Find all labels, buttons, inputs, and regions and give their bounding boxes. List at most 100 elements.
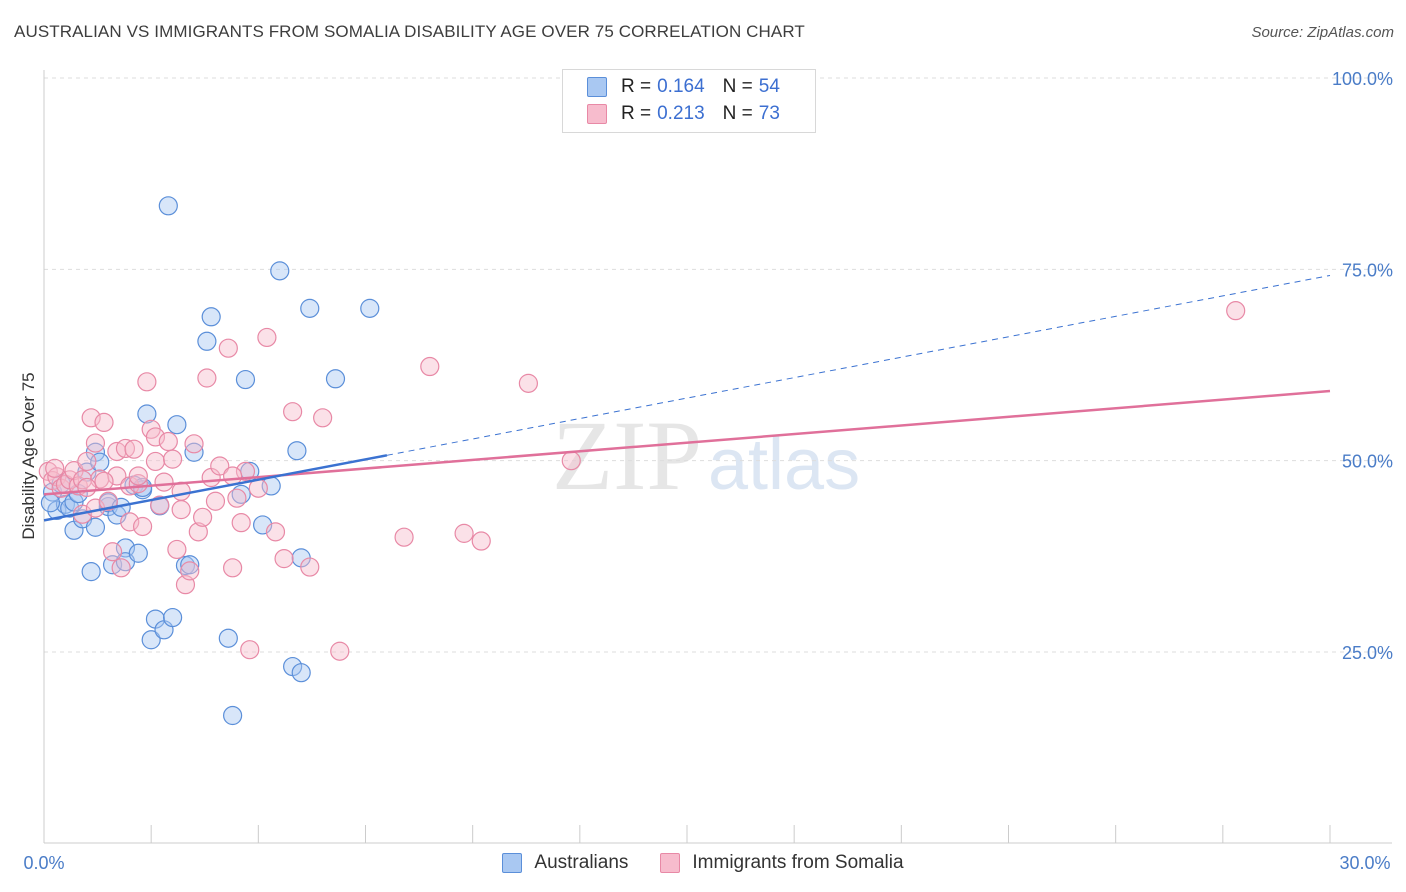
chart-title: AUSTRALIAN VS IMMIGRANTS FROM SOMALIA DI… [14,22,805,41]
y-tick-label: 50.0% [1342,452,1393,472]
legend-row-somalia: R = 0.213 N = 73 [587,101,780,127]
australians-point [141,630,161,650]
somalia-point [124,439,144,459]
x-tick-label: 0.0% [23,853,64,873]
source-credit: Source: ZipAtlas.com [1251,24,1394,41]
somalia-point [150,495,170,515]
legend-n-value: 73 [758,103,780,124]
somalia-point [227,488,247,508]
australians-point [115,538,136,558]
somalia-point [265,522,286,542]
somalia-point [240,640,260,660]
somalia-point [205,491,226,511]
legend-label-australians: Australians [534,852,629,873]
legend-swatch-blue [502,853,523,873]
legend-r-value: 0.213 [657,103,705,124]
somalia-trend-line [43,389,1331,496]
somalia-point [94,471,114,491]
somalia-point [1226,301,1246,321]
somalia-point [85,433,106,453]
somalia-point [197,368,217,388]
x-tick-label: 30.0% [1339,853,1390,873]
somalia-point [107,466,127,486]
legend-swatch-blue [587,77,607,97]
australians-point [197,331,217,351]
australians-point [325,369,346,389]
somalia-point [167,539,187,560]
somalia-point [145,451,166,472]
legend-row-australians: R = 0.164 N = 54 [587,74,780,100]
somalia-point [81,408,101,428]
australians-point [287,441,307,461]
legend-label-somalia: Immigrants from Somalia [692,852,904,873]
somalia-point [223,558,243,578]
australians-point [81,562,101,582]
somalia-point [218,338,238,358]
y-axis-title: Disability Age Over 75 [19,372,38,539]
somalia-point [120,512,140,532]
y-tick-label: 75.0% [1342,260,1393,280]
legend-r-label: R = [621,76,652,97]
australians-point [218,628,238,648]
somalia-point [128,466,148,486]
legend-r-label: R = [621,103,652,124]
y-tick-label: 100.0% [1332,69,1393,89]
gridlines [44,77,1392,653]
somalia-point [102,542,123,562]
somalia-point [257,327,277,348]
australians-point [180,555,200,575]
trend-lines [43,274,1331,522]
australians-point [360,298,380,318]
somalia-point [420,356,440,377]
tick-labels: 25.0% 50.0% 75.0% 100.0% 0.0% 30.0% Disability… [19,69,1393,873]
somalia-point [98,491,118,511]
somalia-point [137,372,157,392]
australians-trend-line [43,454,388,522]
somalia-point [394,527,414,547]
australians-point [137,404,157,424]
australians-point [291,663,311,683]
somalia-point [313,408,333,428]
somalia-point [145,427,166,447]
australians-point [167,415,187,435]
australians-point [158,196,178,216]
australians-point [85,517,106,537]
somalia-point [154,472,174,492]
australians-point [235,369,256,390]
legend-n-label: N = [722,103,753,124]
watermark-zip: ZIP [552,400,702,511]
correlation-legend: R = 0.164 N = 54 R = 0.213 N = 73 [562,69,816,133]
australians-point [163,607,183,628]
legend-swatch-pink [660,853,681,873]
somalia-point [132,516,153,537]
legend-swatch-pink [587,104,607,124]
somalia-point [77,451,97,472]
somalia-point [163,449,183,469]
australians-point [128,543,148,563]
somalia-point [210,456,230,476]
somalia-point [235,461,256,481]
legend-n-label: N = [722,76,753,97]
somalia-point [330,641,350,661]
somalia-point [45,458,65,478]
somalia-point [518,373,538,393]
somalia-point [471,531,491,551]
somalia-point [94,412,114,432]
somalia-point [274,549,294,569]
axes [43,70,1392,844]
somalia-point [300,557,320,577]
somalia-point [184,434,204,454]
somalia-point [171,500,191,520]
australians-point [300,298,320,318]
somalia-point [231,513,251,533]
australians-points [40,196,380,726]
legend-item-australians[interactable]: Australians [502,852,628,874]
y-tick-label: 25.0% [1342,643,1393,663]
legend-item-somalia[interactable]: Immigrants from Somalia [660,852,904,874]
somalia-point [188,522,208,542]
australians-point [223,705,243,726]
somalia-point [111,558,131,578]
somalia-point [454,523,474,543]
somalia-point [158,431,178,452]
